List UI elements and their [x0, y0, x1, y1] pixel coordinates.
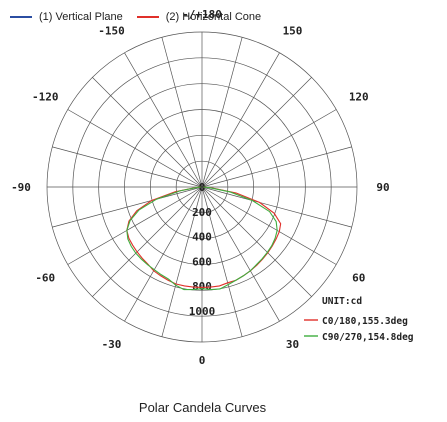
radial-tick-label: 400: [192, 231, 212, 244]
angle-label: 150: [283, 24, 303, 37]
grid-spoke: [201, 186, 352, 228]
angle-label: -/+180: [182, 8, 222, 21]
legend: (1) Vertical Plane (2) Horizontal Cone: [10, 8, 275, 26]
legend-item-horizontal[interactable]: (2) Horizontal Cone: [136, 11, 262, 23]
unit-annotation: UNIT:cd: [322, 296, 362, 307]
grid-spoke: [201, 146, 352, 188]
grid-spoke: [201, 109, 337, 188]
angle-label: 60: [352, 272, 365, 285]
legend-label-vertical: (1) Vertical Plane: [39, 11, 123, 23]
grid-spoke: [124, 52, 203, 188]
angle-label: -150: [98, 24, 125, 37]
grid-spoke: [201, 186, 312, 297]
grid-spoke: [201, 186, 243, 337]
angle-label: 90: [376, 181, 389, 194]
c90-annotation: C90/270,154.8deg: [322, 332, 414, 343]
series-line-c90: [126, 186, 278, 291]
grid-spoke: [201, 37, 243, 188]
radial-tick-label: 200: [192, 206, 212, 219]
grid-spoke: [201, 77, 312, 188]
angle-label: -60: [35, 272, 55, 285]
grid-spoke: [92, 77, 203, 188]
grid-spoke: [201, 186, 337, 265]
grid-spoke: [92, 186, 203, 297]
legend-label-horizontal: (2) Horizontal Cone: [165, 11, 262, 23]
grid-spoke: [161, 186, 203, 337]
angle-label: 120: [349, 91, 369, 104]
grid-spoke: [201, 186, 280, 322]
angle-label: -120: [32, 91, 59, 104]
angle-label: -90: [11, 181, 31, 194]
c0-annotation: C0/180,155.3deg: [322, 316, 408, 327]
grid-spoke: [52, 146, 203, 188]
angle-label: 30: [286, 338, 299, 351]
radial-tick-label: 0: [199, 181, 206, 194]
grid-spoke: [161, 37, 203, 188]
grid-spoke: [67, 186, 203, 265]
grid-spoke: [124, 186, 203, 322]
angle-label: -30: [102, 338, 122, 351]
radial-tick-label: 800: [192, 280, 212, 293]
chart-caption: Polar Candela Curves: [138, 400, 267, 415]
radial-tick-label: 600: [192, 255, 212, 268]
grid-spoke: [201, 52, 280, 188]
legend-swatch-horizontal: [136, 16, 159, 18]
grid-spoke: [67, 109, 203, 188]
radial-tick-label: 1000: [189, 305, 216, 318]
legend-swatch-vertical: [10, 16, 32, 18]
grid-spoke: [52, 186, 203, 228]
angle-label: 0: [199, 354, 206, 367]
legend-item-vertical[interactable]: (1) Vertical Plane: [10, 11, 123, 23]
